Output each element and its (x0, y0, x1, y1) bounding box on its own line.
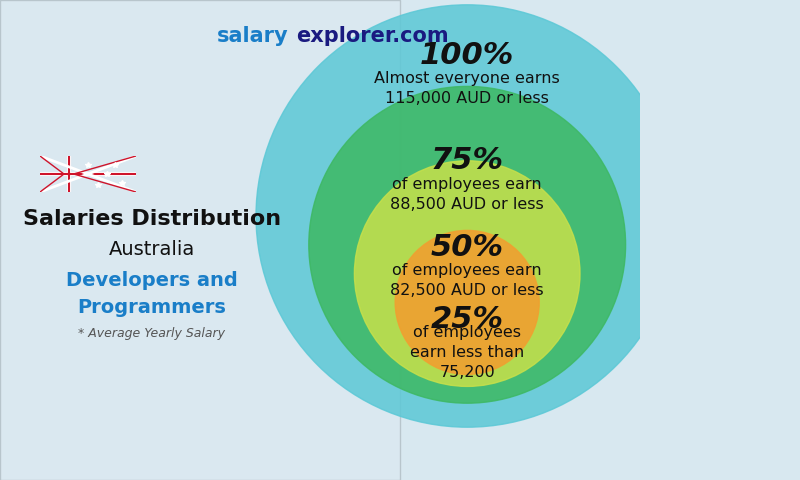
Circle shape (256, 5, 678, 427)
Text: of employees earn
88,500 AUD or less: of employees earn 88,500 AUD or less (390, 177, 544, 212)
Text: * Average Yearly Salary: * Average Yearly Salary (78, 327, 226, 340)
Circle shape (395, 230, 539, 374)
Text: 75%: 75% (430, 146, 504, 175)
Text: Salaries Distribution: Salaries Distribution (23, 209, 281, 229)
Circle shape (309, 86, 626, 403)
Text: Australia: Australia (109, 240, 195, 259)
Text: explorer.com: explorer.com (296, 26, 449, 47)
Text: of employees
earn less than
75,200: of employees earn less than 75,200 (410, 325, 524, 380)
Text: 25%: 25% (430, 305, 504, 334)
Text: 100%: 100% (420, 41, 514, 70)
Text: salary: salary (216, 26, 288, 47)
Text: 50%: 50% (430, 233, 504, 262)
Circle shape (354, 161, 580, 386)
Text: Developers and
Programmers: Developers and Programmers (66, 271, 238, 317)
Text: of employees earn
82,500 AUD or less: of employees earn 82,500 AUD or less (390, 264, 544, 298)
Text: Almost everyone earns
115,000 AUD or less: Almost everyone earns 115,000 AUD or les… (374, 72, 560, 106)
